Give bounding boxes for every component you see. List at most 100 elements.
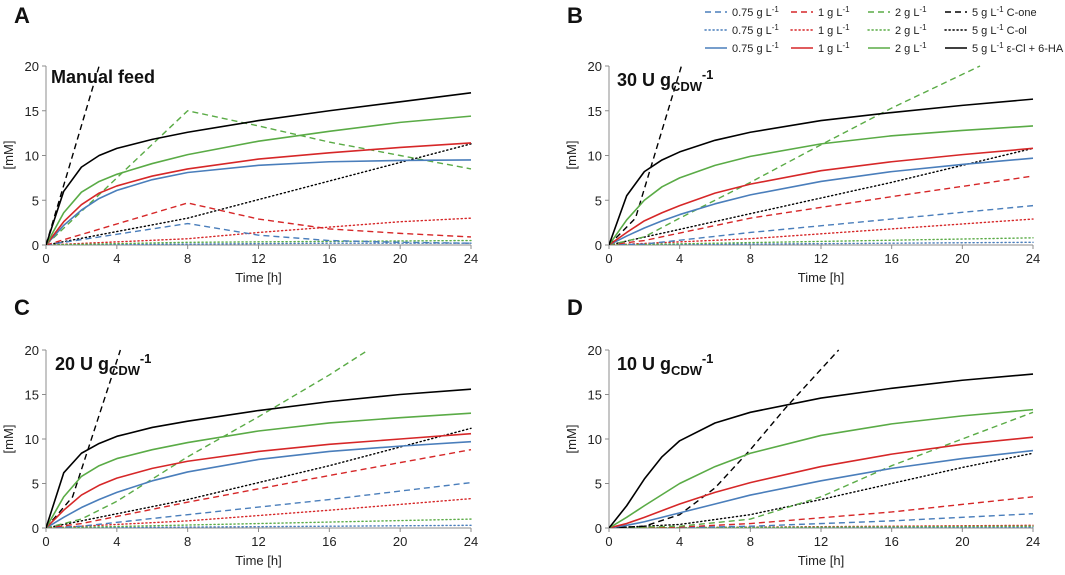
legend-label-main: 0.75 g L <box>732 25 772 37</box>
series-line <box>46 497 472 528</box>
legend-label: 1 g L-1 <box>818 5 850 19</box>
y-tick-label: 10 <box>588 432 602 447</box>
legend-label-main: 0.75 g L <box>732 43 772 55</box>
series-line <box>609 65 683 245</box>
legend-item: 5 g L-1 ε-Cl + 6-HA <box>945 41 1064 55</box>
panel-title: 20 U gCDW-1 <box>55 351 151 378</box>
legend-label-sup: -1 <box>772 41 780 50</box>
y-tick-label: 20 <box>588 343 602 358</box>
series-line <box>46 448 472 528</box>
x-tick-label: 4 <box>113 534 120 549</box>
legend-label-main: 2 g L <box>895 7 919 19</box>
series-line <box>46 239 472 245</box>
series-group <box>609 65 1034 245</box>
series-line <box>609 411 1034 528</box>
x-tick-label: 0 <box>42 534 49 549</box>
panel-title-sup: -1 <box>702 67 714 82</box>
series-line <box>46 481 472 528</box>
series-line <box>609 449 1034 528</box>
y-tick-label: 0 <box>32 238 39 253</box>
panel-title-sup: -1 <box>140 351 152 366</box>
series-line <box>46 349 122 528</box>
y-tick-label: 0 <box>32 521 39 536</box>
chart-panel-c: C 0 5 10 15 20 0 4 8 12 16 20 24 Time [h] [mM] 20 U gCD… <box>1 295 478 568</box>
legend-label-suffix: C-one <box>1004 7 1037 19</box>
y-tick-label: 15 <box>25 104 39 119</box>
series-line <box>609 496 1034 528</box>
y-tick-label: 15 <box>25 388 39 403</box>
y-tick-label: 20 <box>25 343 39 358</box>
legend-item: 0.75 g L-1 <box>705 41 779 55</box>
series-line <box>46 217 472 245</box>
x-tick-label: 20 <box>955 534 969 549</box>
x-tick-label: 12 <box>814 251 828 266</box>
panel-title-main: 10 U g <box>617 354 671 374</box>
x-tick-label: 16 <box>884 251 898 266</box>
panel-title-sub: CDW <box>671 363 703 378</box>
legend-label-sup: -1 <box>996 5 1004 14</box>
x-tick-label: 20 <box>955 251 969 266</box>
panels: A 0 5 10 15 20 0 4 8 12 16 20 24 Time [h] [mM] Manual f… <box>1 3 1040 568</box>
x-tick-label: 24 <box>1026 251 1040 266</box>
panel-letter: C <box>14 295 30 320</box>
series-line <box>609 513 1034 528</box>
legend-item: 0.75 g L-1 <box>704 23 779 37</box>
legend-label-main: 1 g L <box>818 7 842 19</box>
x-tick-label: 24 <box>464 534 478 549</box>
series-line <box>609 175 1034 245</box>
legend-label-sup: -1 <box>919 41 927 50</box>
legend-label: 2 g L-1 <box>895 5 927 19</box>
series-line <box>46 518 472 528</box>
legend-label: 5 g L-1 C-ol <box>972 23 1027 37</box>
legend-item: 1 g L-1 <box>790 23 850 37</box>
series-group <box>46 65 472 245</box>
y-tick-label: 15 <box>588 104 602 119</box>
legend-label: 0.75 g L-1 <box>732 23 779 37</box>
legend-label-main: 1 g L <box>818 25 842 37</box>
x-tick-label: 8 <box>184 251 191 266</box>
series-line <box>609 147 1034 245</box>
x-axis-label: Time [h] <box>798 270 844 285</box>
series-group <box>46 349 472 528</box>
legend-label: 5 g L-1 C-one <box>972 5 1037 19</box>
legend-item: 1 g L-1 <box>791 41 850 55</box>
x-tick-label: 4 <box>676 534 683 549</box>
legend-item: 2 g L-1 <box>868 5 927 19</box>
legend-label: 0.75 g L-1 <box>732 5 779 19</box>
x-tick-label: 16 <box>322 534 336 549</box>
legend-label-main: 5 g L <box>972 25 996 37</box>
chart-panel-b: B 0 5 10 15 20 0 4 8 12 16 20 24 Time [h] [mM] 30 U gCD… <box>564 3 1040 285</box>
legend-label-main: 1 g L <box>818 43 842 55</box>
series-line <box>609 237 1034 245</box>
y-tick-label: 0 <box>595 238 602 253</box>
x-axis-label: Time [h] <box>798 553 844 568</box>
series-line <box>609 218 1034 245</box>
chart-panel-d: D 0 5 10 15 20 0 4 8 12 16 20 24 Time [h] [mM] 10 U gCD… <box>564 295 1040 568</box>
legend-label-main: 5 g L <box>972 7 996 19</box>
legend-label-sup: -1 <box>772 5 780 14</box>
panel-title-sup: -1 <box>702 351 714 366</box>
legend-label-sup: -1 <box>842 41 850 50</box>
legend-label-sup: -1 <box>919 23 927 32</box>
x-tick-label: 8 <box>184 534 191 549</box>
x-tick-label: 0 <box>605 534 612 549</box>
y-tick-label: 5 <box>595 193 602 208</box>
series-line <box>46 427 472 528</box>
series-line <box>46 349 369 528</box>
y-axis-label: [mM] <box>1 141 16 170</box>
legend-label-main: 5 g L <box>972 43 996 55</box>
series-line <box>46 440 472 528</box>
legend-label: 0.75 g L-1 <box>732 41 779 55</box>
panel-letter: D <box>567 295 583 320</box>
series-line <box>609 241 1034 245</box>
series-line <box>609 436 1034 528</box>
legend-item: 1 g L-1 <box>791 5 850 19</box>
panel-letter: A <box>14 3 30 28</box>
y-tick-label: 10 <box>25 432 39 447</box>
y-tick-label: 5 <box>32 477 39 492</box>
series-line <box>609 408 1034 528</box>
series-line <box>609 125 1034 245</box>
series-line <box>609 373 1034 528</box>
panel-title-main: Manual feed <box>51 67 155 87</box>
